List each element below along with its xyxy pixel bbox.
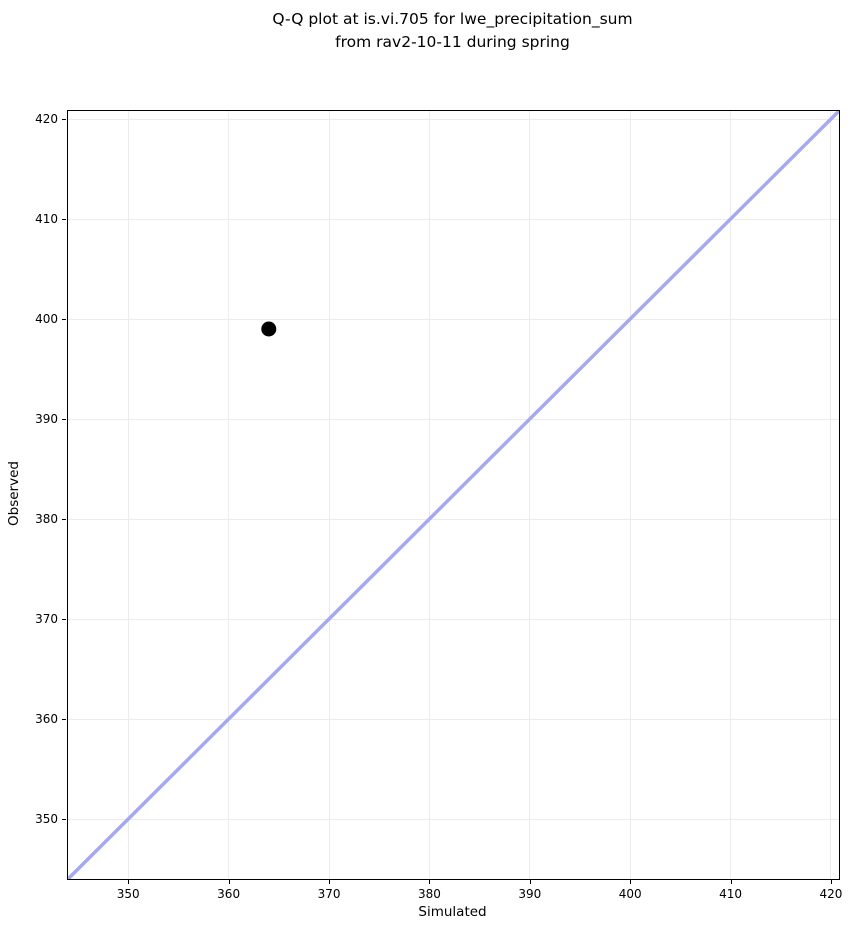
x-tick-mark (329, 880, 331, 884)
y-tick-mark (62, 419, 66, 420)
x-tick-label: 380 (417, 887, 441, 901)
y-tick-mark (62, 219, 66, 220)
x-tick-mark (228, 880, 230, 884)
x-tick-mark (630, 880, 632, 884)
y-tick-mark (62, 519, 66, 520)
y-tick-label: 420 (35, 112, 58, 126)
y-tick-label: 370 (35, 612, 58, 626)
x-tick-mark (128, 880, 130, 884)
x-tick-label: 350 (116, 887, 140, 901)
x-gridline (830, 111, 832, 879)
plot-canvas (68, 111, 839, 879)
x-tick-label: 390 (518, 887, 542, 901)
chart-title: Q-Q plot at is.vi.705 for lwe_precipitat… (67, 8, 838, 54)
x-gridline (629, 111, 631, 879)
y-tick-label: 360 (35, 712, 58, 726)
x-tick-mark (429, 880, 431, 884)
y-tick-mark (62, 719, 66, 720)
y-gridline (68, 318, 839, 320)
x-gridline (730, 111, 732, 879)
y-gridline (68, 118, 839, 120)
y-gridline (68, 418, 839, 420)
y-tick-label: 410 (35, 212, 58, 226)
y-gridline (68, 718, 839, 720)
chart-title-line-1: Q-Q plot at is.vi.705 for lwe_precipitat… (272, 10, 633, 28)
plot-area (67, 110, 840, 880)
y-tick-label: 350 (35, 812, 58, 826)
x-tick-mark (830, 880, 832, 884)
x-tick-label: 410 (719, 887, 743, 901)
x-tick-label: 370 (317, 887, 341, 901)
x-gridline (328, 111, 330, 879)
y-tick-mark (62, 819, 66, 820)
y-gridline (68, 518, 839, 520)
chart-title-line-2: from rav2-10-11 during spring (335, 33, 570, 51)
y-gridline (68, 618, 839, 620)
x-gridline (428, 111, 430, 879)
data-point (261, 321, 277, 337)
y-tick-label: 390 (35, 412, 58, 426)
y-gridline (68, 818, 839, 820)
identity-line (68, 111, 839, 879)
y-tick-mark (62, 319, 66, 320)
y-tick-mark (62, 619, 66, 620)
x-gridline (228, 111, 230, 879)
y-tick-mark (62, 119, 66, 120)
y-tick-label: 380 (35, 512, 58, 526)
x-gridline (529, 111, 531, 879)
x-gridline (127, 111, 129, 879)
x-tick-mark (730, 880, 732, 884)
x-tick-mark (529, 880, 531, 884)
x-tick-label: 400 (618, 887, 642, 901)
x-axis-label: Simulated (418, 904, 487, 920)
y-tick-label: 400 (35, 312, 58, 326)
x-tick-label: 420 (819, 887, 843, 901)
x-tick-label: 360 (217, 887, 241, 901)
y-gridline (68, 218, 839, 220)
